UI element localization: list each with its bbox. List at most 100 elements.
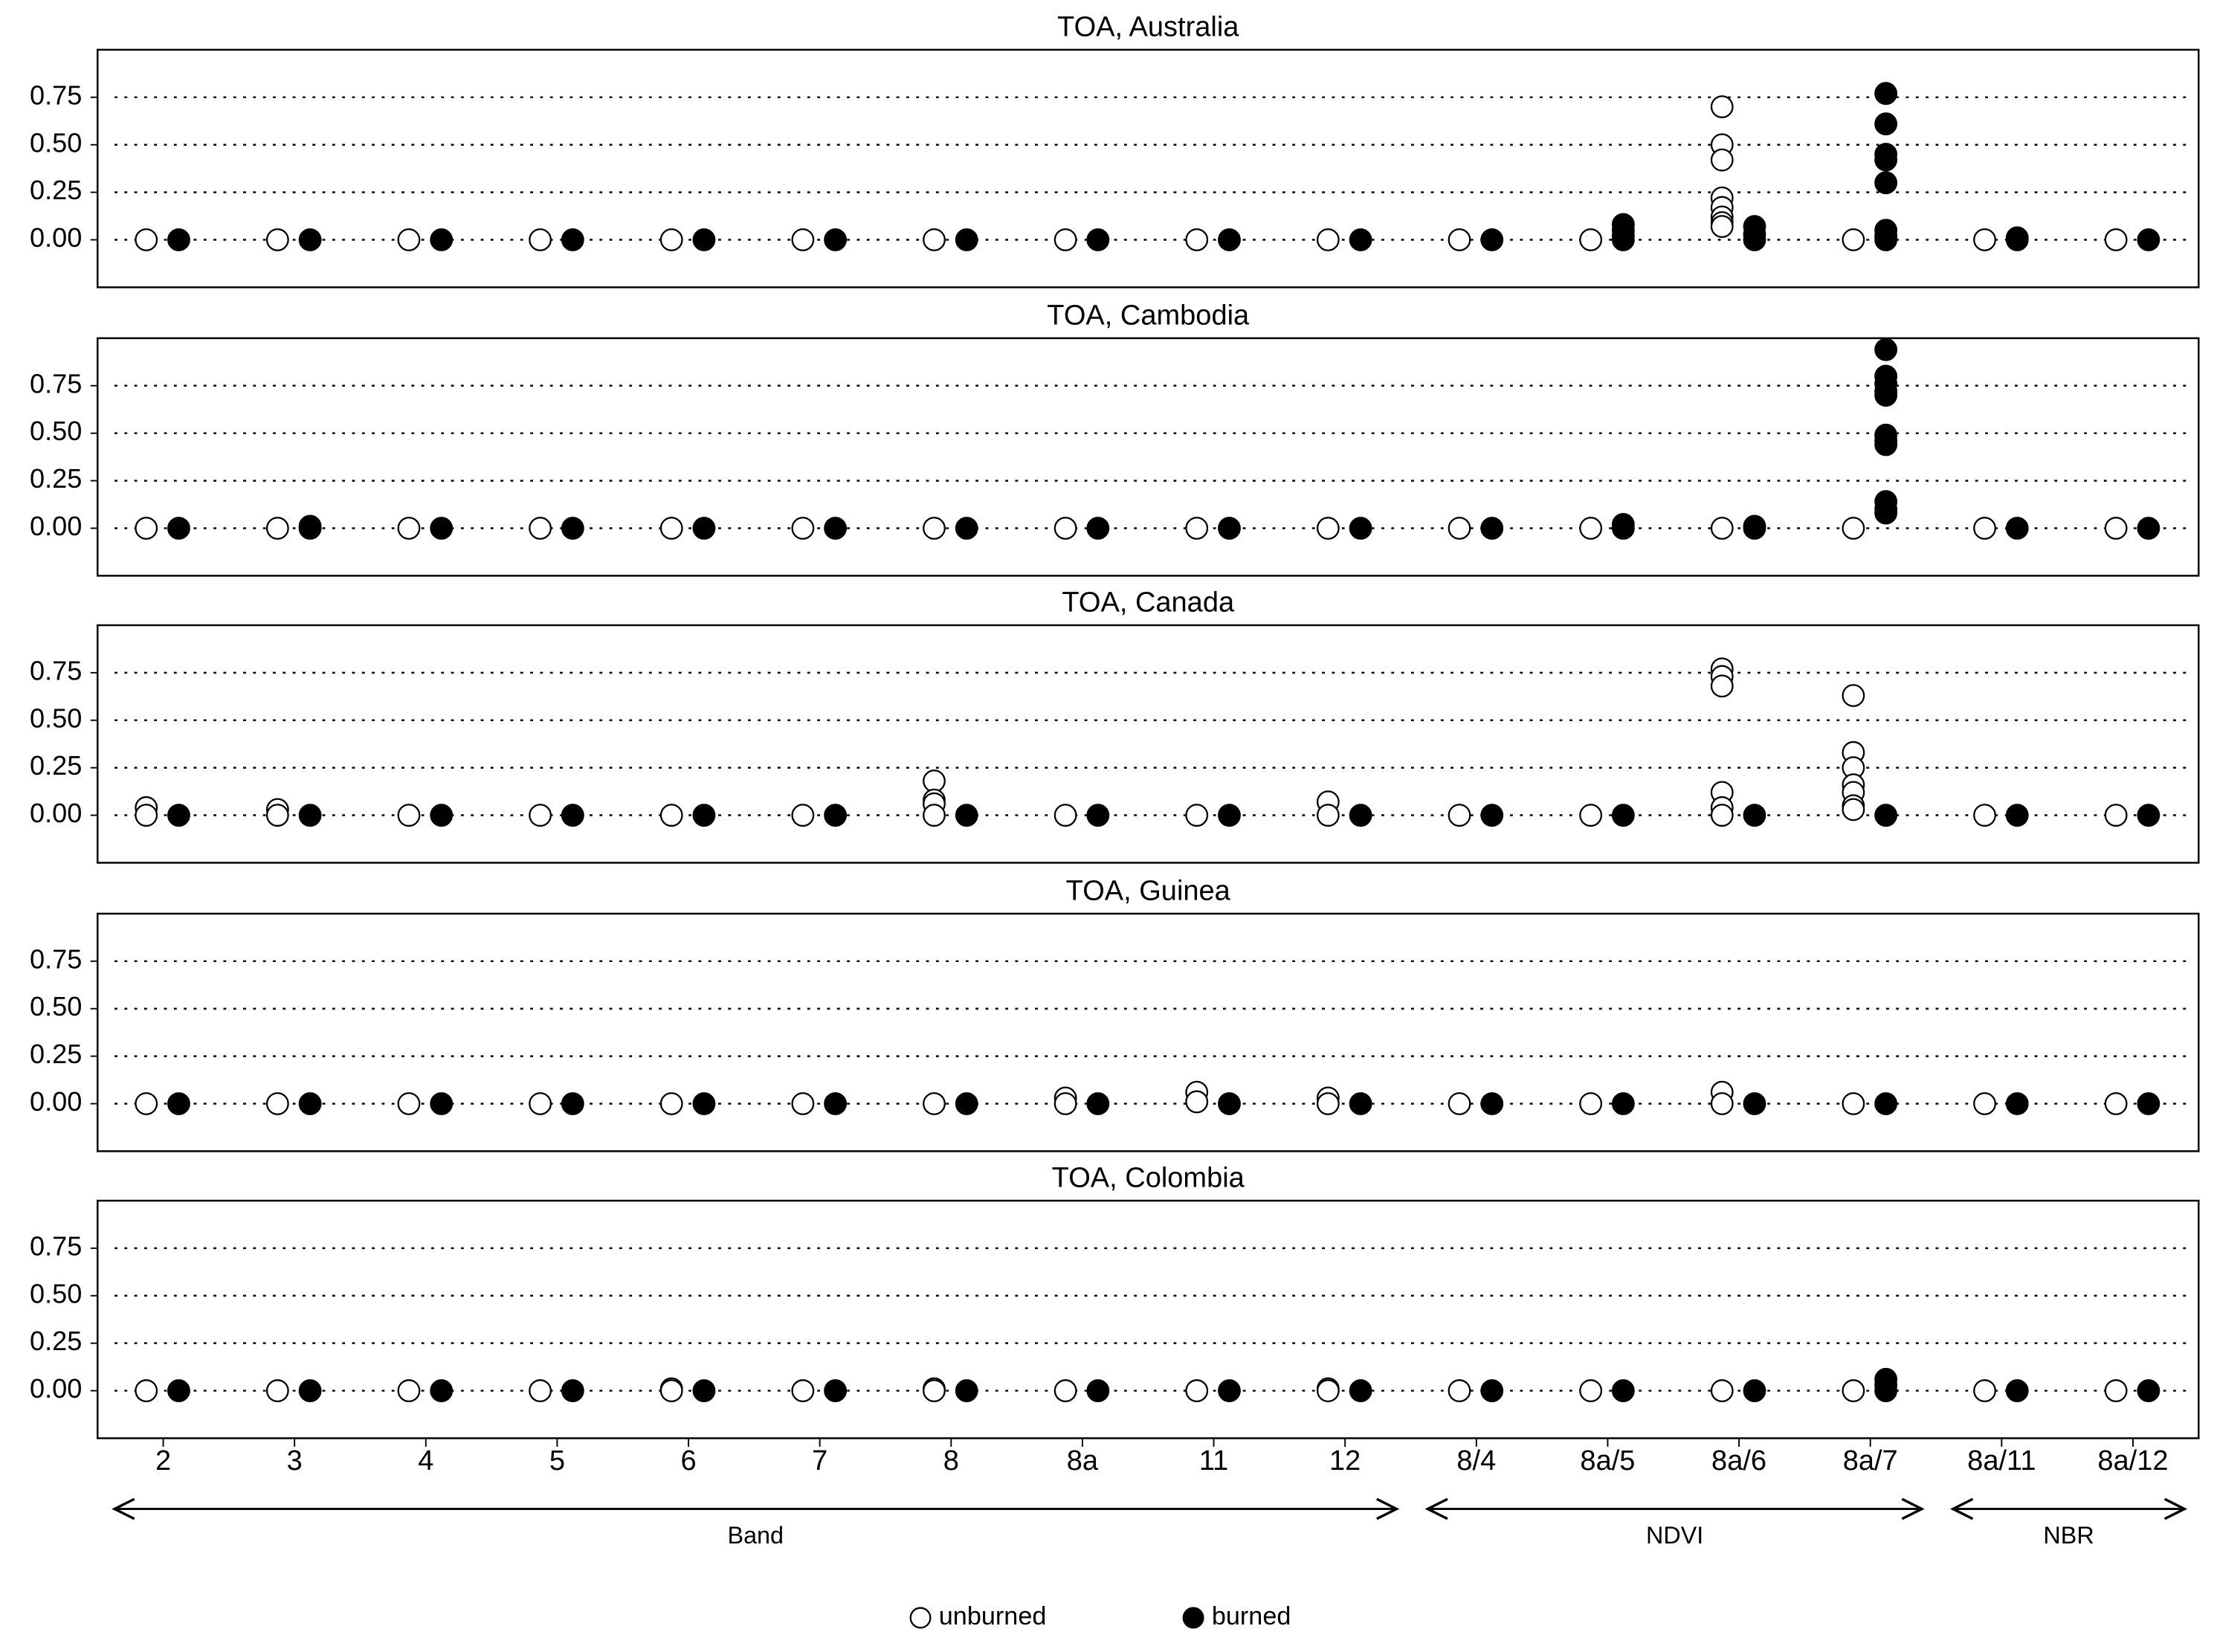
burned-point <box>1611 228 1635 251</box>
burned-point <box>1218 517 1241 540</box>
burned-point <box>824 1379 848 1402</box>
unburned-point <box>529 1092 552 1115</box>
burned-point <box>1480 1092 1504 1115</box>
burned-point <box>1611 804 1635 827</box>
unburned-point <box>1842 517 1865 540</box>
unburned-point <box>2104 1092 2128 1115</box>
unburned-point <box>1579 804 1603 827</box>
y-tick-label: 0.50 <box>30 703 82 733</box>
unburned-point <box>265 1092 289 1115</box>
x-tick-label: 8a/12 <box>2097 1445 2168 1477</box>
burned-point <box>2005 804 2029 827</box>
burned-point <box>1349 1092 1372 1115</box>
unburned-point <box>1316 228 1340 251</box>
burned-point <box>1480 804 1504 827</box>
burned-point <box>1743 1092 1766 1115</box>
burned-point <box>2137 1092 2160 1115</box>
y-tick-label: 0.75 <box>30 368 82 399</box>
unburned-point <box>1973 804 1996 827</box>
burned-point <box>1743 517 1766 540</box>
unburned-point <box>923 517 946 540</box>
legend-label: unburned <box>939 1602 1047 1630</box>
burned-point <box>167 517 190 540</box>
burned-point <box>561 1379 584 1402</box>
unburned-point <box>135 804 158 827</box>
y-tick-label: 0.75 <box>30 80 82 110</box>
burned-point <box>430 1379 454 1402</box>
y-tick-label: 0.50 <box>30 991 82 1022</box>
unburned-point <box>1185 517 1209 540</box>
burned-point <box>2005 228 2029 251</box>
burned-point <box>2005 1379 2029 1402</box>
burned-point <box>1349 228 1372 251</box>
unburned-point <box>1316 1092 1340 1115</box>
x-tick-label: 7 <box>812 1445 827 1477</box>
chart-title: TOA, Colombia <box>1052 1162 1245 1193</box>
burned-point <box>1218 1092 1241 1115</box>
y-tick-label: 0.25 <box>30 1039 82 1069</box>
burned-point <box>1874 433 1898 456</box>
burned-point <box>167 1379 190 1402</box>
unburned-point <box>135 1379 158 1402</box>
y-tick-label: 0.75 <box>30 943 82 974</box>
unburned-point <box>791 517 815 540</box>
chart-title: TOA, Guinea <box>1066 875 1231 906</box>
legend-marker <box>909 1607 932 1629</box>
group-label: NBR <box>2043 1522 2094 1549</box>
unburned-point <box>1316 1379 1340 1402</box>
unburned-point <box>1579 228 1603 251</box>
y-tick-label: 0.25 <box>30 1326 82 1356</box>
unburned-point <box>529 517 552 540</box>
x-tick-label: 8a/11 <box>1967 1445 2036 1477</box>
burned-point <box>1086 1379 1110 1402</box>
x-tick-label: 5 <box>549 1445 565 1477</box>
unburned-point <box>1053 228 1077 251</box>
unburned-point <box>1448 804 1471 827</box>
y-tick-label: 0.25 <box>30 175 82 205</box>
x-tick-label: 8a/5 <box>1580 1445 1635 1477</box>
unburned-point <box>1185 1090 1209 1114</box>
burned-point <box>561 1092 584 1115</box>
unburned-point <box>397 1379 421 1402</box>
burned-point <box>692 1092 716 1115</box>
burned-point <box>955 804 978 827</box>
unburned-point <box>397 517 421 540</box>
burned-point <box>1611 1092 1635 1115</box>
unburned-point <box>659 804 683 827</box>
unburned-point <box>923 804 946 827</box>
burned-point <box>1218 228 1241 251</box>
x-tick-label: 8 <box>943 1445 959 1477</box>
x-tick-label: 6 <box>680 1445 696 1477</box>
unburned-point <box>1842 228 1865 251</box>
unburned-point <box>2104 1379 2128 1402</box>
burned-point <box>167 804 190 827</box>
burned-point <box>692 804 716 827</box>
burned-point <box>1611 1379 1635 1402</box>
unburned-point <box>1710 1092 1734 1115</box>
burned-point <box>692 517 716 540</box>
unburned-point <box>923 228 946 251</box>
plot-frame <box>96 624 2200 864</box>
burned-point <box>1874 338 1898 361</box>
burned-point <box>430 1092 454 1115</box>
burned-point <box>561 804 584 827</box>
burned-point <box>1874 1379 1898 1402</box>
arrow-head <box>1376 1497 1400 1520</box>
y-tick-label: 0.00 <box>30 1086 82 1117</box>
burned-point <box>298 517 322 540</box>
legend-label: burned <box>1212 1602 1291 1630</box>
burned-point <box>692 1379 716 1402</box>
y-tick-label: 0.25 <box>30 463 82 494</box>
unburned-point <box>265 228 289 251</box>
unburned-point <box>1973 517 1996 540</box>
chart-title: TOA, Cambodia <box>1047 300 1250 331</box>
burned-point <box>298 804 322 827</box>
burned-point <box>1480 517 1504 540</box>
unburned-point <box>791 1379 815 1402</box>
unburned-point <box>135 517 158 540</box>
burned-point <box>1349 517 1372 540</box>
y-tick-label: 0.75 <box>30 1230 82 1261</box>
y-tick-label: 0.50 <box>30 416 82 446</box>
unburned-point <box>1316 804 1340 827</box>
unburned-point <box>1448 228 1471 251</box>
